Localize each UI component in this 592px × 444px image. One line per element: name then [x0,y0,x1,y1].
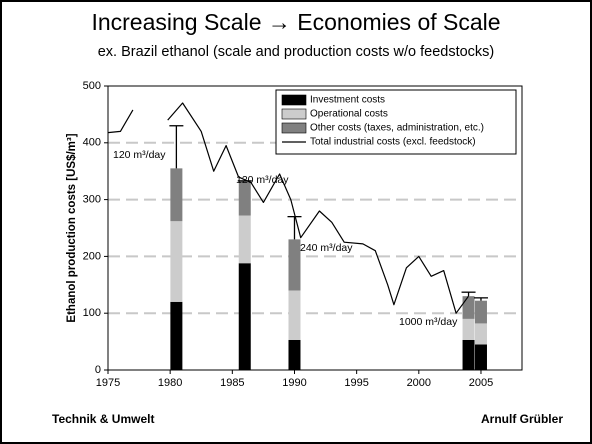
y-tick-label: 500 [83,80,101,92]
bar-segment [170,301,183,370]
bar-segment [170,168,183,222]
legend-label: Operational costs [310,109,388,120]
bar-segment [474,323,487,345]
legend-box [275,89,517,155]
bar-segment [462,339,475,370]
annotation: 240 m³/day [300,242,353,254]
subtitle: ex. Brazil ethanol (scale and production… [98,44,495,60]
total-cost-line [107,102,469,314]
x-tick-label: 2005 [469,377,493,389]
bar-segment [474,300,487,324]
bar-segment [238,263,251,370]
x-tick-label: 1985 [220,377,244,389]
x-tick-label: 1990 [282,377,306,389]
x-tick-label: 2000 [407,377,431,389]
legend-swatch [281,108,307,120]
title: Increasing Scale → Economies of Scale [91,9,500,35]
footer-left: Technik & Umwelt [52,412,154,426]
y-tick-label: 400 [83,137,101,149]
annotation: 1000 m³/day [399,316,458,328]
annotation: 120 m³/day [236,174,289,186]
y-axis-label: Ethanol production costs [US$/m³] [66,133,78,322]
bar-segment [474,344,487,370]
legend-label: Total industrial costs (excl. feedstock) [310,137,476,148]
bar-segment [288,239,301,291]
bar-segment [288,290,301,340]
plot-frame [107,85,523,371]
bar-segment [238,180,251,216]
bar-segment [462,296,475,319]
y-tick-label: 0 [95,364,101,376]
legend-swatch [281,94,307,106]
bar-segment [238,215,251,264]
y-tick-label: 200 [83,250,101,262]
legend-swatch [281,122,307,134]
annotation: 120 m³/day [113,149,166,161]
bar-segment [288,339,301,370]
legend-label: Investment costs [310,95,385,106]
x-tick-label: 1995 [344,377,368,389]
footer-right: Arnulf Grübler [481,412,563,426]
x-tick-label: 1975 [96,377,120,389]
legend-label: Other costs (taxes, administration, etc.… [310,123,484,134]
y-tick-label: 300 [83,194,101,206]
x-tick-label: 1980 [158,377,182,389]
bar-segment [170,221,183,302]
bar-segment [462,318,475,340]
y-tick-label: 100 [83,307,101,319]
